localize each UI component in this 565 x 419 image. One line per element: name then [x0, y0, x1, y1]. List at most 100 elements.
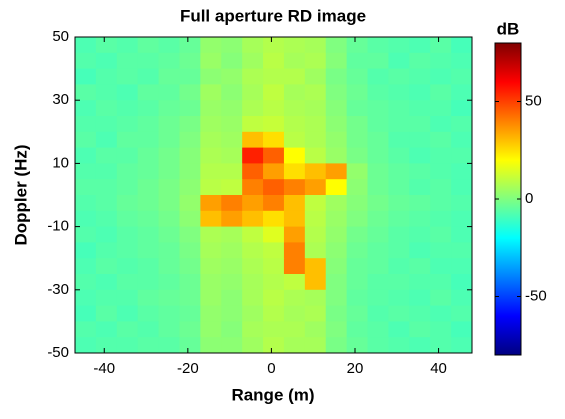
heatmap-cell — [304, 289, 327, 307]
plot-frame — [74, 36, 473, 354]
heatmap-cell — [388, 195, 410, 212]
heatmap-cell — [221, 258, 243, 275]
heatmap-cell — [263, 242, 285, 259]
heatmap-cell — [325, 163, 348, 180]
heatmap-cell — [325, 258, 348, 275]
heatmap-cell — [430, 226, 452, 243]
heatmap-cell — [116, 321, 139, 338]
heatmap-cell — [325, 100, 348, 117]
heatmap-cell — [75, 274, 97, 291]
x-tick-label: 40 — [430, 360, 447, 377]
chart-title: Full aperture RD image — [180, 6, 366, 25]
heatmap-cell — [451, 289, 473, 307]
heatmap-cell — [116, 116, 139, 133]
heatmap-cell — [367, 100, 389, 117]
heatmap-cell — [388, 289, 410, 307]
heatmap-cell — [137, 116, 160, 133]
heatmap-cell — [367, 321, 389, 338]
heatmap-cell — [451, 84, 473, 101]
heatmap-cell — [221, 147, 243, 164]
heatmap-cell — [346, 226, 369, 243]
heatmap-cell — [409, 210, 431, 228]
heatmap-cell — [200, 258, 222, 275]
heatmap-cell — [451, 147, 473, 164]
heatmap-cell — [388, 68, 410, 85]
heatmap-cell — [283, 68, 306, 85]
heatmap-cell — [430, 210, 452, 228]
heatmap-cell — [346, 100, 369, 117]
heatmap-cell — [200, 195, 222, 212]
heatmap-cell — [367, 52, 389, 70]
heatmap-cell — [409, 147, 431, 164]
heatmap-cell — [304, 305, 327, 322]
heatmap-cell — [409, 321, 431, 338]
heatmap-cell — [346, 84, 369, 101]
heatmap-cell — [116, 195, 139, 212]
heatmap-cell — [346, 68, 369, 85]
heatmap-cell — [367, 195, 389, 212]
heatmap-cell — [221, 52, 243, 70]
heatmap-cell — [95, 131, 118, 149]
heatmap-cell — [304, 337, 327, 354]
heatmap-cell — [242, 84, 264, 101]
heatmap-cell — [367, 258, 389, 275]
heatmap-cell — [75, 226, 97, 243]
heatmap-cell — [388, 226, 410, 243]
heatmap-cell — [179, 163, 201, 180]
heatmap-cell — [116, 242, 139, 259]
heatmap-cell — [179, 179, 201, 196]
heatmap-cell — [263, 68, 285, 85]
heatmap-cell — [451, 242, 473, 259]
heatmap-cell — [430, 242, 452, 259]
heatmap-cell — [304, 258, 327, 275]
heatmap-cell — [242, 68, 264, 85]
heatmap-cell — [263, 84, 285, 101]
heatmap-cell — [95, 116, 118, 133]
heatmap-cell — [75, 163, 97, 180]
heatmap-cell — [242, 52, 264, 70]
heatmap-cell — [200, 242, 222, 259]
heatmap-cell — [158, 242, 180, 259]
heatmap-cell — [388, 37, 410, 54]
heatmap-cell — [409, 195, 431, 212]
heatmap-cell — [75, 131, 97, 149]
heatmap-cell — [179, 147, 201, 164]
heatmap-cell — [451, 226, 473, 243]
heatmap-cell — [95, 226, 118, 243]
heatmap-cell — [158, 274, 180, 291]
heatmap-cell — [388, 147, 410, 164]
heatmap-cell — [263, 116, 285, 133]
heatmap-cell — [116, 163, 139, 180]
heatmap-cell — [346, 116, 369, 133]
heatmap-cell — [283, 52, 306, 70]
heatmap-cell — [179, 37, 201, 54]
heatmap-cell — [95, 274, 118, 291]
heatmap-cell — [451, 321, 473, 338]
heatmap-cell — [430, 52, 452, 70]
heatmap-cell — [75, 289, 97, 307]
heatmap-cell — [367, 131, 389, 149]
heatmap-cell — [263, 163, 285, 180]
heatmap-cell — [367, 116, 389, 133]
heatmap-cell — [221, 226, 243, 243]
heatmap-cell — [283, 274, 306, 291]
heatmap-cell — [304, 195, 327, 212]
heatmap-cell — [451, 210, 473, 228]
heatmap-cell — [451, 116, 473, 133]
heatmap-cell — [325, 131, 348, 149]
heatmap-cell — [388, 274, 410, 291]
heatmap-cell — [200, 321, 222, 338]
heatmap-cell — [179, 195, 201, 212]
heatmap-cell — [430, 37, 452, 54]
heatmap-cell — [95, 337, 118, 354]
heatmap-cell — [346, 163, 369, 180]
heatmap-cell — [221, 163, 243, 180]
x-tick-label: 0 — [267, 360, 275, 377]
heatmap-cell — [179, 337, 201, 354]
heatmap-cell — [116, 68, 139, 85]
heatmap-cell — [221, 37, 243, 54]
x-tick-label: -40 — [93, 360, 115, 377]
heatmap-cell — [179, 258, 201, 275]
heatmap-cell — [346, 179, 369, 196]
heatmap-cell — [283, 210, 306, 228]
